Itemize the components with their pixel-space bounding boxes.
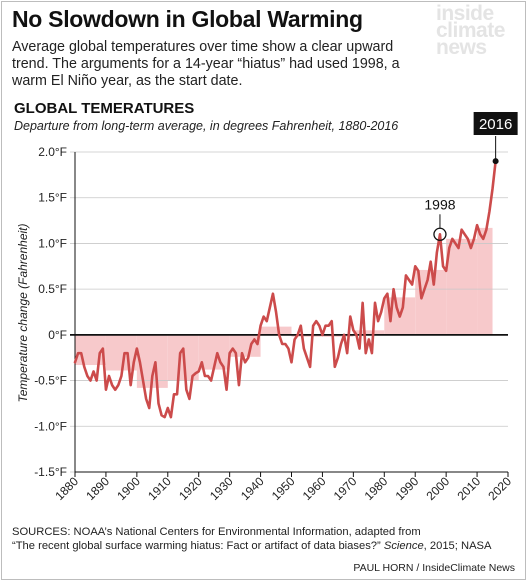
annotation-box-2016 xyxy=(473,112,518,135)
headline: No Slowdown in Global Warming xyxy=(12,6,363,32)
decade-bar-1950 xyxy=(291,334,323,337)
sources-line-1: SOURCES: NOAA’s National Centers for Env… xyxy=(12,526,421,538)
x-tick-label: 1960 xyxy=(300,474,329,503)
sources-note: SOURCES: NOAA’s National Centers for Env… xyxy=(12,525,517,553)
y-tick-label: 1.0°F xyxy=(38,236,67,250)
insideclimate-news-logo: inside climate news xyxy=(436,2,524,59)
decade-bar-1970 xyxy=(353,330,385,335)
x-tick-label: 1920 xyxy=(176,474,205,503)
sources-year: , 2015; NASA xyxy=(423,540,492,552)
decade-bar-1960 xyxy=(322,334,354,337)
y-tick-label: -0.5°F xyxy=(34,374,67,388)
y-tick-label: 1.5°F xyxy=(38,191,67,205)
x-tick-label: 1990 xyxy=(393,474,422,503)
y-tick-label: 0°F xyxy=(48,328,67,342)
logo-line-3: news xyxy=(436,36,487,59)
decade-bar-2000 xyxy=(446,238,478,335)
chart-title: GLOBAL TEMERATURES xyxy=(14,100,195,117)
decade-bar-1890 xyxy=(105,334,137,371)
temperature-series xyxy=(73,159,497,419)
x-tick-label: 1980 xyxy=(362,474,391,503)
x-tick-label: 1940 xyxy=(238,474,267,503)
decade-bar-2010 xyxy=(477,227,493,335)
x-tick-label: 1910 xyxy=(145,474,174,503)
sources-study-title: “The recent global surface warming hiatu… xyxy=(12,540,384,552)
x-tick-label: 2020 xyxy=(485,474,514,503)
sources-line-2: “The recent global surface warming hiatu… xyxy=(12,539,517,553)
y-axis-label: Temperature change (Fahrenheit) xyxy=(16,224,30,403)
decade-bars xyxy=(75,227,493,388)
x-tick-label: 1950 xyxy=(269,474,298,503)
x-tick-label: 1970 xyxy=(331,474,360,503)
x-tick-label: 1900 xyxy=(114,474,143,503)
y-tick-label: -1.0°F xyxy=(34,419,67,433)
decade-bar-1930 xyxy=(229,334,261,357)
x-tick-label: 2010 xyxy=(454,474,483,503)
x-tick-label: 2000 xyxy=(423,474,452,503)
x-tick-label: 1930 xyxy=(207,474,236,503)
logo-line-2: climate xyxy=(436,19,505,42)
y-tick-label: -1.5°F xyxy=(34,465,67,479)
temperature-line xyxy=(73,159,497,419)
annotation-label-2016: 2016 xyxy=(479,116,512,133)
dek-text: Average global temperatures over time sh… xyxy=(12,39,400,89)
y-tick-label: 2.0°F xyxy=(38,145,67,159)
chart-subtitle: Departure from long-term average, in deg… xyxy=(14,119,399,133)
chart-annotations: 1998 2016 xyxy=(424,112,518,241)
sources-journal: Science xyxy=(383,540,424,552)
credit-line: PAUL HORN / InsideClimate News xyxy=(353,562,515,574)
annotation-label-1998: 1998 xyxy=(424,196,455,212)
logo-line-1: inside xyxy=(436,2,494,25)
decade-bar-1940 xyxy=(260,326,292,335)
y-tick-label: 0.5°F xyxy=(38,282,67,296)
x-tick-label: 1890 xyxy=(83,474,112,503)
